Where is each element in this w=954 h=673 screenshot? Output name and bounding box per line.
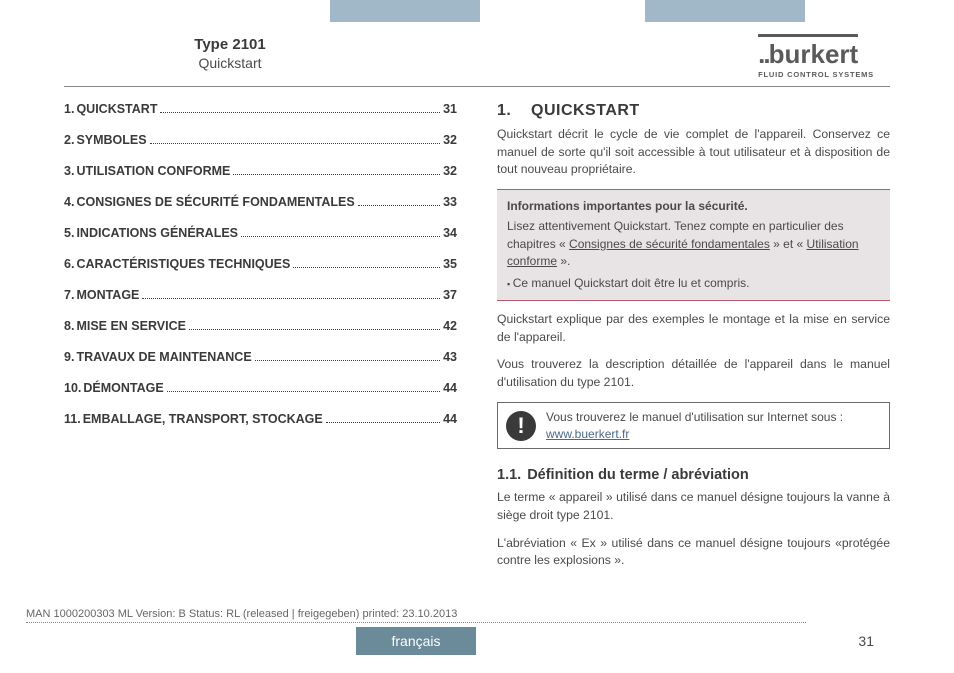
sub-para-2: L'abréviation « Ex » utilisé dans ce man…	[497, 535, 890, 570]
intro-paragraph: Quickstart décrit le cycle de vie comple…	[497, 126, 890, 179]
exclamation-icon: !	[506, 411, 536, 441]
toc-leader-dots	[160, 112, 440, 113]
toc-num: 2.	[64, 133, 74, 147]
toc-entry[interactable]: 11. EMBALLAGE, TRANSPORT, STOCKAGE 44	[64, 412, 457, 426]
toc-leader-dots	[255, 360, 440, 361]
section-number: 1.	[497, 102, 531, 120]
toc-leader-dots	[241, 236, 440, 237]
toc-title: TRAVAUX DE MAINTENANCE	[76, 350, 251, 364]
toc-entry[interactable]: 10. DÉMONTAGE 44	[64, 381, 457, 395]
subsection-heading: 1.1. Définition du terme / abréviation	[497, 467, 890, 483]
toc-title: MISE EN SERVICE	[76, 319, 186, 333]
toc-entry[interactable]: 3. UTILISATION CONFORME 32	[64, 164, 457, 178]
toc-entry[interactable]: 6. CARACTÉRISTIQUES TECHNIQUES 35	[64, 257, 457, 271]
toc-num: 11.	[64, 412, 81, 426]
toc-entry[interactable]: 5. INDICATIONS GÉNÉRALES 34	[64, 226, 457, 240]
brand-logo: ..burkert FLUID CONTROL SYSTEMS	[758, 34, 874, 79]
language-tab: français	[356, 627, 476, 655]
toc-num: 9.	[64, 350, 74, 364]
toc-page: 33	[443, 195, 457, 209]
subsection-title: Définition du terme / abréviation	[527, 467, 749, 483]
callout-body: Lisez attentivement Quickstart. Tenez co…	[507, 218, 880, 270]
toc-num: 10.	[64, 381, 81, 395]
toc-num: 1.	[64, 102, 74, 116]
brand-tagline: FLUID CONTROL SYSTEMS	[758, 70, 874, 79]
subsection-number: 1.1.	[497, 467, 521, 483]
toc-leader-dots	[150, 143, 441, 144]
top-decor-bars	[0, 0, 954, 22]
note-link[interactable]: www.buerkert.fr	[546, 427, 629, 441]
toc-title: INDICATIONS GÉNÉRALES	[76, 226, 238, 240]
toc-entry[interactable]: 8. MISE EN SERVICE 42	[64, 319, 457, 333]
brand-name: burkert	[769, 39, 859, 69]
toc-title: QUICKSTART	[76, 102, 157, 116]
toc-leader-dots	[167, 391, 440, 392]
toc-page: 42	[443, 319, 457, 333]
doc-title-block: Type 2101 Quickstart	[100, 36, 360, 71]
toc-num: 3.	[64, 164, 74, 178]
header-divider	[64, 86, 890, 87]
toc-num: 8.	[64, 319, 74, 333]
toc-num: 6.	[64, 257, 74, 271]
toc-leader-dots	[233, 174, 440, 175]
toc-page: 44	[443, 412, 457, 426]
toc-title: CONSIGNES DE SÉCURITÉ FONDAMENTALES	[76, 195, 354, 209]
toc-title: DÉMONTAGE	[83, 381, 163, 395]
toc-entry[interactable]: 1. QUICKSTART 31	[64, 102, 457, 116]
callout-link-safety[interactable]: Consignes de sécurité fondamentales	[569, 237, 770, 251]
toc-num: 4.	[64, 195, 74, 209]
toc-page: 32	[443, 133, 457, 147]
footer-meta: MAN 1000200303 ML Version: B Status: RL …	[26, 608, 806, 623]
note-box: ! Vous trouverez le manuel d'utilisation…	[497, 402, 890, 450]
section-heading: 1.QUICKSTART	[497, 102, 890, 120]
toc-entry[interactable]: 9. TRAVAUX DE MAINTENANCE 43	[64, 350, 457, 364]
note-text: Vous trouverez le manuel d'utilisation s…	[546, 409, 843, 443]
doc-type-label: Type 2101	[100, 36, 360, 53]
toc-entry[interactable]: 4. CONSIGNES DE SÉCURITÉ FONDAMENTALES 33	[64, 195, 457, 209]
toc-title: EMBALLAGE, TRANSPORT, STOCKAGE	[83, 412, 323, 426]
para-examples: Quickstart explique par des exemples le …	[497, 311, 890, 346]
toc-page: 35	[443, 257, 457, 271]
toc-leader-dots	[358, 205, 440, 206]
safety-callout: Informations importantes pour la sécurit…	[497, 189, 890, 301]
toc-title: CARACTÉRISTIQUES TECHNIQUES	[76, 257, 290, 271]
toc-title: UTILISATION CONFORME	[76, 164, 230, 178]
toc-num: 7.	[64, 288, 74, 302]
toc-entry[interactable]: 2. SYMBOLES 32	[64, 133, 457, 147]
callout-bullet: Ce manuel Quickstart doit être lu et com…	[507, 275, 880, 292]
toc-page: 31	[443, 102, 457, 116]
toc-column: 1. QUICKSTART312. SYMBOLES323. UTILISATI…	[64, 102, 457, 603]
toc-title: SYMBOLES	[76, 133, 146, 147]
toc-page: 44	[443, 381, 457, 395]
toc-page: 34	[443, 226, 457, 240]
page-number: 31	[858, 633, 874, 649]
toc-leader-dots	[142, 298, 440, 299]
para-detail-ref: Vous trouverez la description détaillée …	[497, 356, 890, 391]
toc-title: MONTAGE	[76, 288, 139, 302]
doc-subtitle: Quickstart	[100, 55, 360, 71]
toc-page: 43	[443, 350, 457, 364]
toc-page: 37	[443, 288, 457, 302]
section-title: QUICKSTART	[531, 102, 640, 119]
toc-entry[interactable]: 7. MONTAGE 37	[64, 288, 457, 302]
toc-leader-dots	[293, 267, 440, 268]
toc-leader-dots	[189, 329, 440, 330]
toc-num: 5.	[64, 226, 74, 240]
toc-page: 32	[443, 164, 457, 178]
sub-para-1: Le terme « appareil » utilisé dans ce ma…	[497, 489, 890, 524]
content-column: 1.QUICKSTART Quickstart décrit le cycle …	[497, 102, 890, 603]
callout-title: Informations importantes pour la sécurit…	[507, 198, 880, 215]
toc-leader-dots	[326, 422, 440, 423]
page-header: Type 2101 Quickstart ..burkert FLUID CON…	[0, 34, 954, 90]
